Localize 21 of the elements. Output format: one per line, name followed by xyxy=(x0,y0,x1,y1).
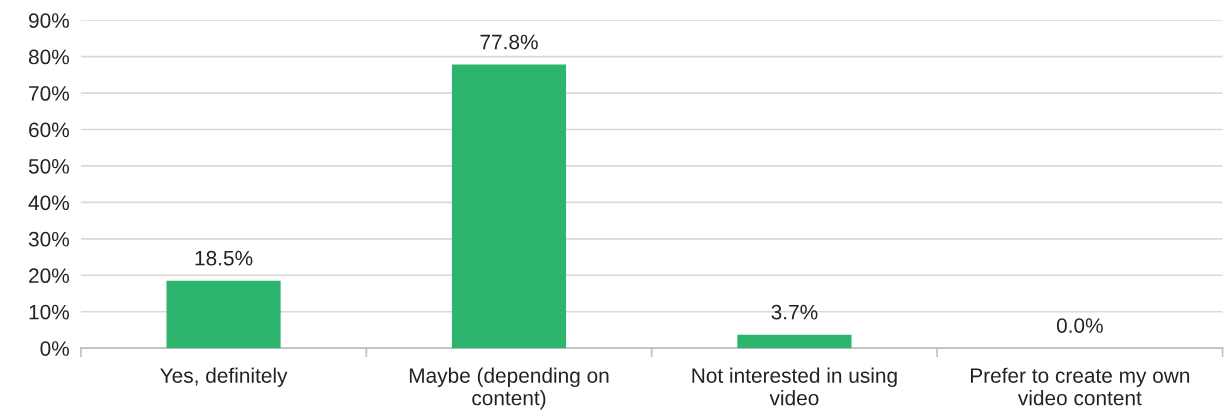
y-tick-label: 80% xyxy=(28,49,69,65)
y-tick-label: 10% xyxy=(29,304,69,320)
x-tick-label: Yes, definitely xyxy=(160,367,288,388)
x-tick-label: Maybe (depending on content) xyxy=(409,367,609,410)
bar xyxy=(737,334,852,349)
y-tick-label: 20% xyxy=(29,268,69,284)
y-tick-label: 70% xyxy=(29,86,69,101)
y-tick-label: 90% xyxy=(29,13,69,28)
y-tick-label: 0% xyxy=(40,341,69,356)
x-tick-label: Not interested in using video xyxy=(692,367,897,406)
y-tick-label: 30% xyxy=(28,231,69,247)
y-tick-label: 60% xyxy=(29,122,69,138)
bar xyxy=(451,64,567,349)
x-tick-label: Prefer to create my own video content xyxy=(970,367,1190,406)
data-label: 3.7% xyxy=(771,304,818,320)
data-label: 77.8% xyxy=(480,34,538,50)
data-label: 18.5% xyxy=(195,250,253,266)
data-label: 0.0% xyxy=(1056,318,1103,333)
y-tick-label: 50% xyxy=(28,158,69,174)
bar xyxy=(166,280,281,349)
y-tick-label: 40% xyxy=(28,195,69,211)
